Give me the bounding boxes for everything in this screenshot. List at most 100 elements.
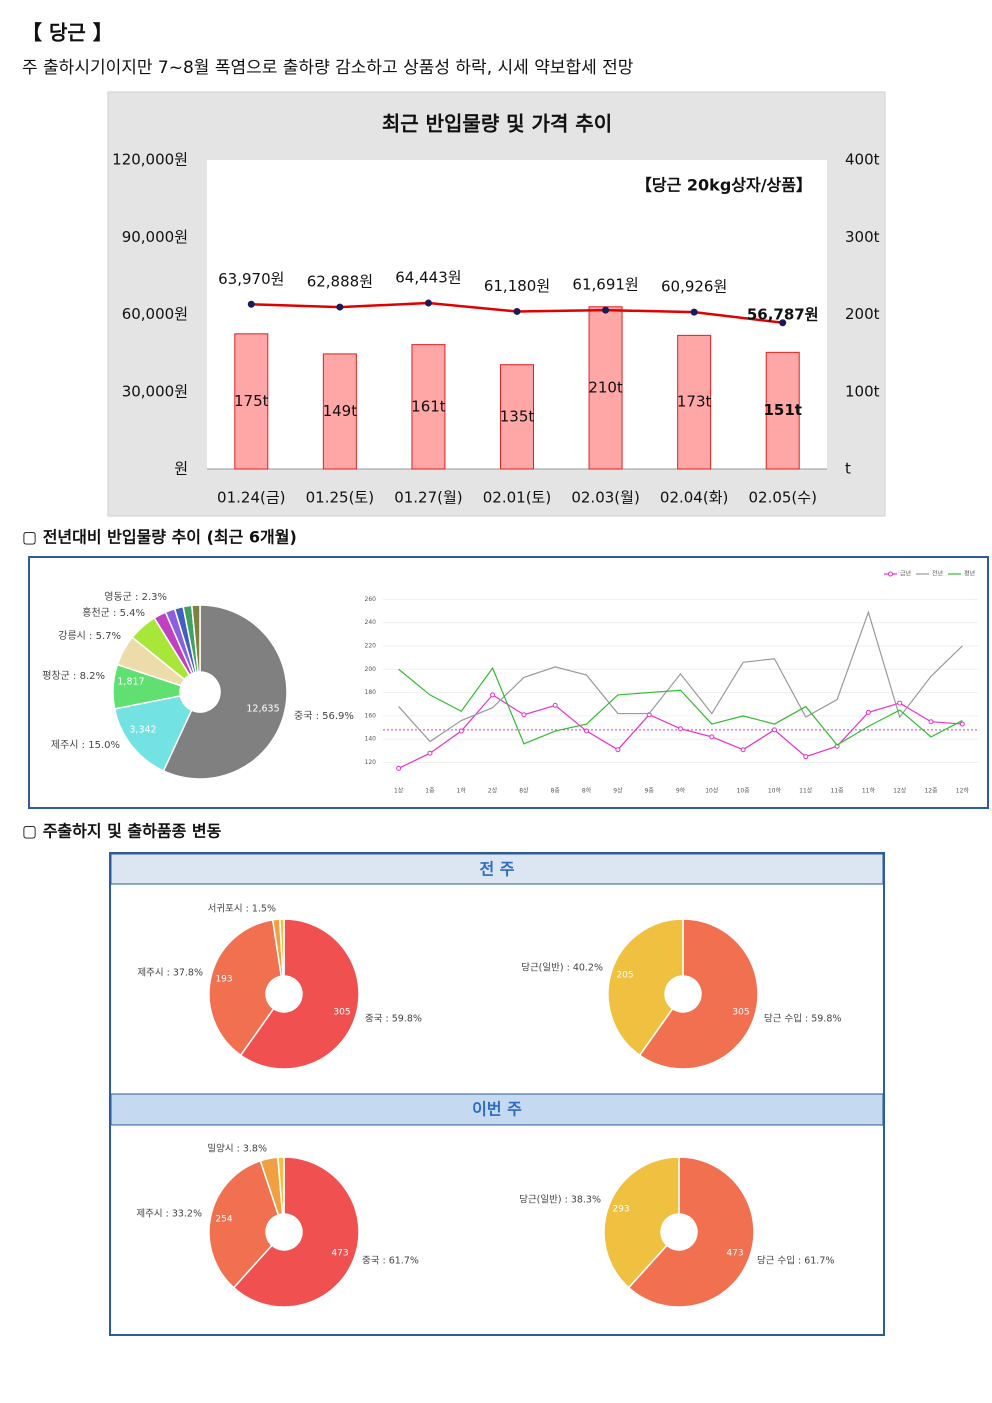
x-tick-label: 1상 [394,787,404,795]
x-tick-label: 2상 [488,787,498,795]
slice [638,918,759,1070]
x-tick-label: 11중 [831,788,845,795]
slice [277,1156,285,1215]
price-marker [424,299,432,307]
price-label: 61,180원 [484,277,550,295]
x-tick-label: 12중 [924,788,938,795]
y-tick-label: 260 [365,596,377,603]
slice-label: 평창군 : 8.2% [42,670,105,682]
slice-label: 당근 수입 : 59.8% [764,1013,841,1025]
slice-label: 중국 : 56.9% [294,710,354,722]
slice [603,1156,680,1289]
series-marker [678,726,683,732]
price-marker [602,306,610,314]
series-marker [584,728,590,734]
x-tick-label: 02.04(화) [660,489,728,507]
legend-label: 전년 [932,570,943,578]
section-heading: ▢ 전년대비 반입물량 추이 (최근 6개월) [22,528,297,547]
series-marker [928,719,934,725]
price-marker [690,308,698,316]
price-marker [779,319,787,327]
series-marker [490,692,496,698]
price-label: 63,970원 [218,270,284,288]
x-tick-label: 8상 [519,787,529,795]
y-tick-label: 240 [365,619,377,626]
x-tick-label: 9하 [676,787,686,795]
series-marker [771,727,777,733]
x-tick-label: 8하 [582,787,592,795]
series-marker [865,709,871,715]
slice-label: 강릉시 : 5.7% [58,630,121,642]
x-tick-label: 12하 [956,787,970,795]
x-tick-label: 11하 [862,787,876,795]
slice [607,918,684,1057]
x-tick-label: 02.03(월) [571,489,639,507]
bar-label: 210t [588,378,623,396]
y2-tick-label: 300t [845,228,880,246]
x-tick-label: 9중 [645,788,655,795]
y-tick-label: 180 [365,689,377,696]
price-label: 61,691원 [572,276,638,294]
slice-label: 서귀포시 : 1.5% [208,904,276,915]
x-tick-label: 01.24(금) [217,489,285,507]
slice-count: 1,817 [117,677,144,688]
bar-label: 151t [763,401,801,419]
slice-count: 473 [726,1249,743,1259]
bar-label: 175t [234,392,269,410]
slice-count: 3,342 [129,725,156,736]
page-subtitle: 주 출하시기이지만 7~8월 폭염으로 출하량 감소하고 상품성 하락, 시세 … [22,58,634,78]
bar [677,334,712,470]
bar [765,351,800,470]
slice-count: 12,635 [246,704,279,715]
bar-label: 149t [323,402,358,420]
series-line [398,666,963,746]
y-tick-label: 120,000원 [112,151,188,169]
price-marker [336,303,344,311]
x-tick-label: 10상 [705,787,719,795]
y-tick-label: 160 [365,712,377,719]
slice-count: 293 [612,1205,629,1215]
series-marker [552,702,558,708]
slice-label: 영동군 : 2.3% [104,591,167,603]
x-tick-label: 10하 [768,787,782,795]
slice [113,694,193,772]
price-marker [247,300,255,308]
slice [232,1156,360,1308]
slice-label: 제주시 : 37.8% [137,968,203,979]
slice-count: 254 [215,1215,232,1225]
x-tick-label: 1하 [457,787,467,795]
series-marker [615,747,621,753]
y-tick-label: 220 [365,642,377,649]
slice-count: 473 [331,1249,348,1259]
bar-label: 135t [500,407,535,425]
bar [500,364,534,470]
slice-count: 305 [333,1008,350,1018]
series-marker [803,754,809,760]
bar-label: 173t [677,393,712,411]
x-tick-label: 8중 [551,788,561,795]
y-tick-label: 90,000원 [122,228,188,246]
y2-tick-label: 400t [845,151,880,169]
slice-label: 홍천군 : 5.4% [82,606,145,619]
slice-label: 당근 수입 : 61.7% [757,1255,834,1267]
x-tick-label: 10중 [737,788,751,795]
y2-tick-label: t [845,460,851,478]
slice [162,604,288,780]
slice-label: 당근(일반) : 38.3% [519,1195,601,1206]
y-tick-label: 200 [365,666,377,673]
x-tick-label: 01.27(월) [394,489,462,507]
slice-label: 당근(일반) : 40.2% [521,963,603,974]
page-title: 【 당근 】 [22,21,113,45]
series-line [398,610,963,743]
y2-tick-label: 200t [845,305,880,323]
slice-label: 제주시 : 15.0% [51,739,120,751]
series-marker [427,750,433,756]
x-tick-label: 1중 [425,788,435,795]
y-tick-label: 140 [365,736,377,743]
panel-header [110,1093,884,1126]
legend-label: 평년 [964,570,975,578]
slice-label: 제주시 : 33.2% [136,1209,202,1220]
bar [322,353,357,470]
